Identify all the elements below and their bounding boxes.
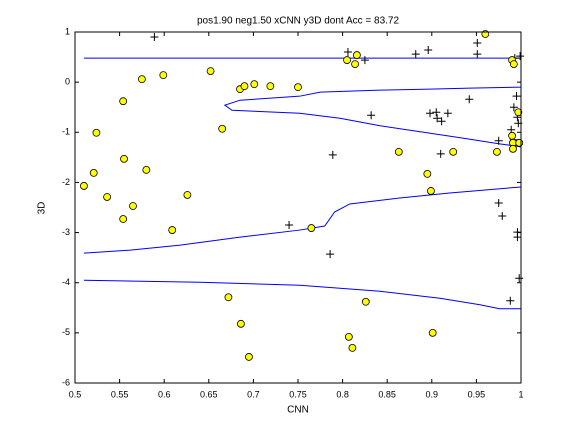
circle-point bbox=[493, 147, 501, 156]
plus-point bbox=[328, 150, 337, 159]
circle-point bbox=[159, 71, 168, 80]
y-tick-label: -6 bbox=[62, 377, 70, 387]
x-tick-label: 0.6 bbox=[158, 389, 171, 399]
y-tick-label: -2 bbox=[62, 177, 70, 187]
circle-point bbox=[344, 332, 353, 341]
circle-point bbox=[80, 182, 88, 190]
circle-point bbox=[218, 124, 227, 133]
circle-point bbox=[120, 154, 128, 163]
circle-point bbox=[509, 144, 517, 153]
plus-point bbox=[494, 136, 503, 145]
plus-point bbox=[426, 109, 435, 118]
plus-point bbox=[343, 48, 352, 57]
circle-point bbox=[206, 67, 215, 76]
x-tick-label: 0.75 bbox=[289, 389, 307, 399]
y-tick-label: -5 bbox=[62, 327, 70, 337]
plus-point bbox=[473, 50, 482, 59]
y-tick-label: -4 bbox=[62, 277, 70, 287]
circle-point bbox=[348, 343, 357, 352]
circle-point bbox=[103, 193, 112, 201]
circle-point bbox=[509, 60, 518, 68]
circle-point bbox=[224, 293, 233, 302]
plus-point bbox=[513, 233, 522, 242]
circle-point bbox=[294, 83, 302, 92]
x-tick-label: 0.95 bbox=[468, 389, 486, 399]
plus-point bbox=[150, 33, 159, 42]
circle-point bbox=[428, 328, 437, 337]
circle-point bbox=[351, 60, 359, 68]
y-tick-label: -1 bbox=[62, 127, 70, 137]
circle-point bbox=[515, 138, 524, 147]
x-tick-label: 0.5 bbox=[69, 389, 82, 399]
plus-point bbox=[443, 109, 452, 118]
circle-point bbox=[307, 224, 316, 232]
circle-point bbox=[514, 108, 523, 117]
plus-point bbox=[360, 56, 369, 65]
contour-line bbox=[83, 279, 521, 310]
circle-point bbox=[449, 147, 458, 156]
circle-point bbox=[168, 226, 177, 234]
plus-point bbox=[465, 95, 474, 104]
plus-point bbox=[367, 111, 376, 120]
axes-box bbox=[74, 31, 522, 384]
contour-line bbox=[223, 86, 522, 148]
circle-point bbox=[237, 319, 245, 328]
plus-point bbox=[437, 117, 446, 126]
plus-point bbox=[424, 46, 433, 55]
y-tick-label: 1 bbox=[65, 26, 70, 36]
x-tick-label: 0.55 bbox=[111, 389, 129, 399]
circle-point bbox=[361, 297, 370, 306]
y-axis-label: 3D bbox=[37, 202, 48, 215]
circle-point bbox=[423, 170, 432, 178]
contour-line bbox=[83, 186, 522, 254]
circle-point bbox=[427, 187, 435, 195]
plus-point bbox=[411, 50, 420, 59]
x-tick-label: 1 bbox=[518, 389, 523, 399]
plus-point bbox=[516, 52, 525, 61]
plus-point bbox=[506, 296, 515, 305]
x-tick-label: 0.8 bbox=[336, 389, 349, 399]
circle-point bbox=[266, 82, 275, 91]
circle-point bbox=[89, 169, 98, 177]
x-tick-label: 0.65 bbox=[200, 389, 218, 399]
circle-point bbox=[250, 80, 259, 89]
plus-point bbox=[473, 39, 482, 48]
chart-title: pos1.90 neg1.50 xCNN y3D dont Acc = 83.7… bbox=[197, 16, 400, 27]
circle-point bbox=[183, 191, 192, 199]
circle-point bbox=[240, 82, 249, 91]
circle-point bbox=[352, 51, 361, 59]
plus-point bbox=[498, 212, 507, 221]
circle-point bbox=[119, 97, 128, 106]
plus-point bbox=[515, 274, 524, 283]
circle-point bbox=[394, 147, 403, 156]
circle-point bbox=[92, 128, 101, 137]
circle-point bbox=[129, 202, 137, 210]
plus-point bbox=[436, 149, 445, 158]
x-tick-label: 0.7 bbox=[247, 389, 260, 399]
circle-point bbox=[137, 75, 146, 84]
plus-point bbox=[512, 92, 521, 101]
plus-point bbox=[509, 103, 518, 112]
plus-point bbox=[433, 114, 442, 123]
circle-point bbox=[245, 353, 253, 361]
y-tick-label: 0 bbox=[65, 77, 70, 87]
x-axis-label: CNN bbox=[287, 405, 309, 416]
circle-point bbox=[142, 165, 151, 174]
x-tick-label: 0.9 bbox=[426, 389, 439, 399]
y-tick-label: -3 bbox=[62, 227, 70, 237]
circle-point bbox=[508, 131, 516, 140]
circle-point bbox=[343, 56, 351, 64]
circle-point bbox=[119, 215, 128, 223]
plus-point bbox=[326, 250, 335, 259]
plus-point bbox=[432, 108, 441, 117]
plus-point bbox=[285, 221, 294, 230]
plus-point bbox=[494, 198, 503, 207]
x-tick-label: 0.85 bbox=[378, 389, 396, 399]
